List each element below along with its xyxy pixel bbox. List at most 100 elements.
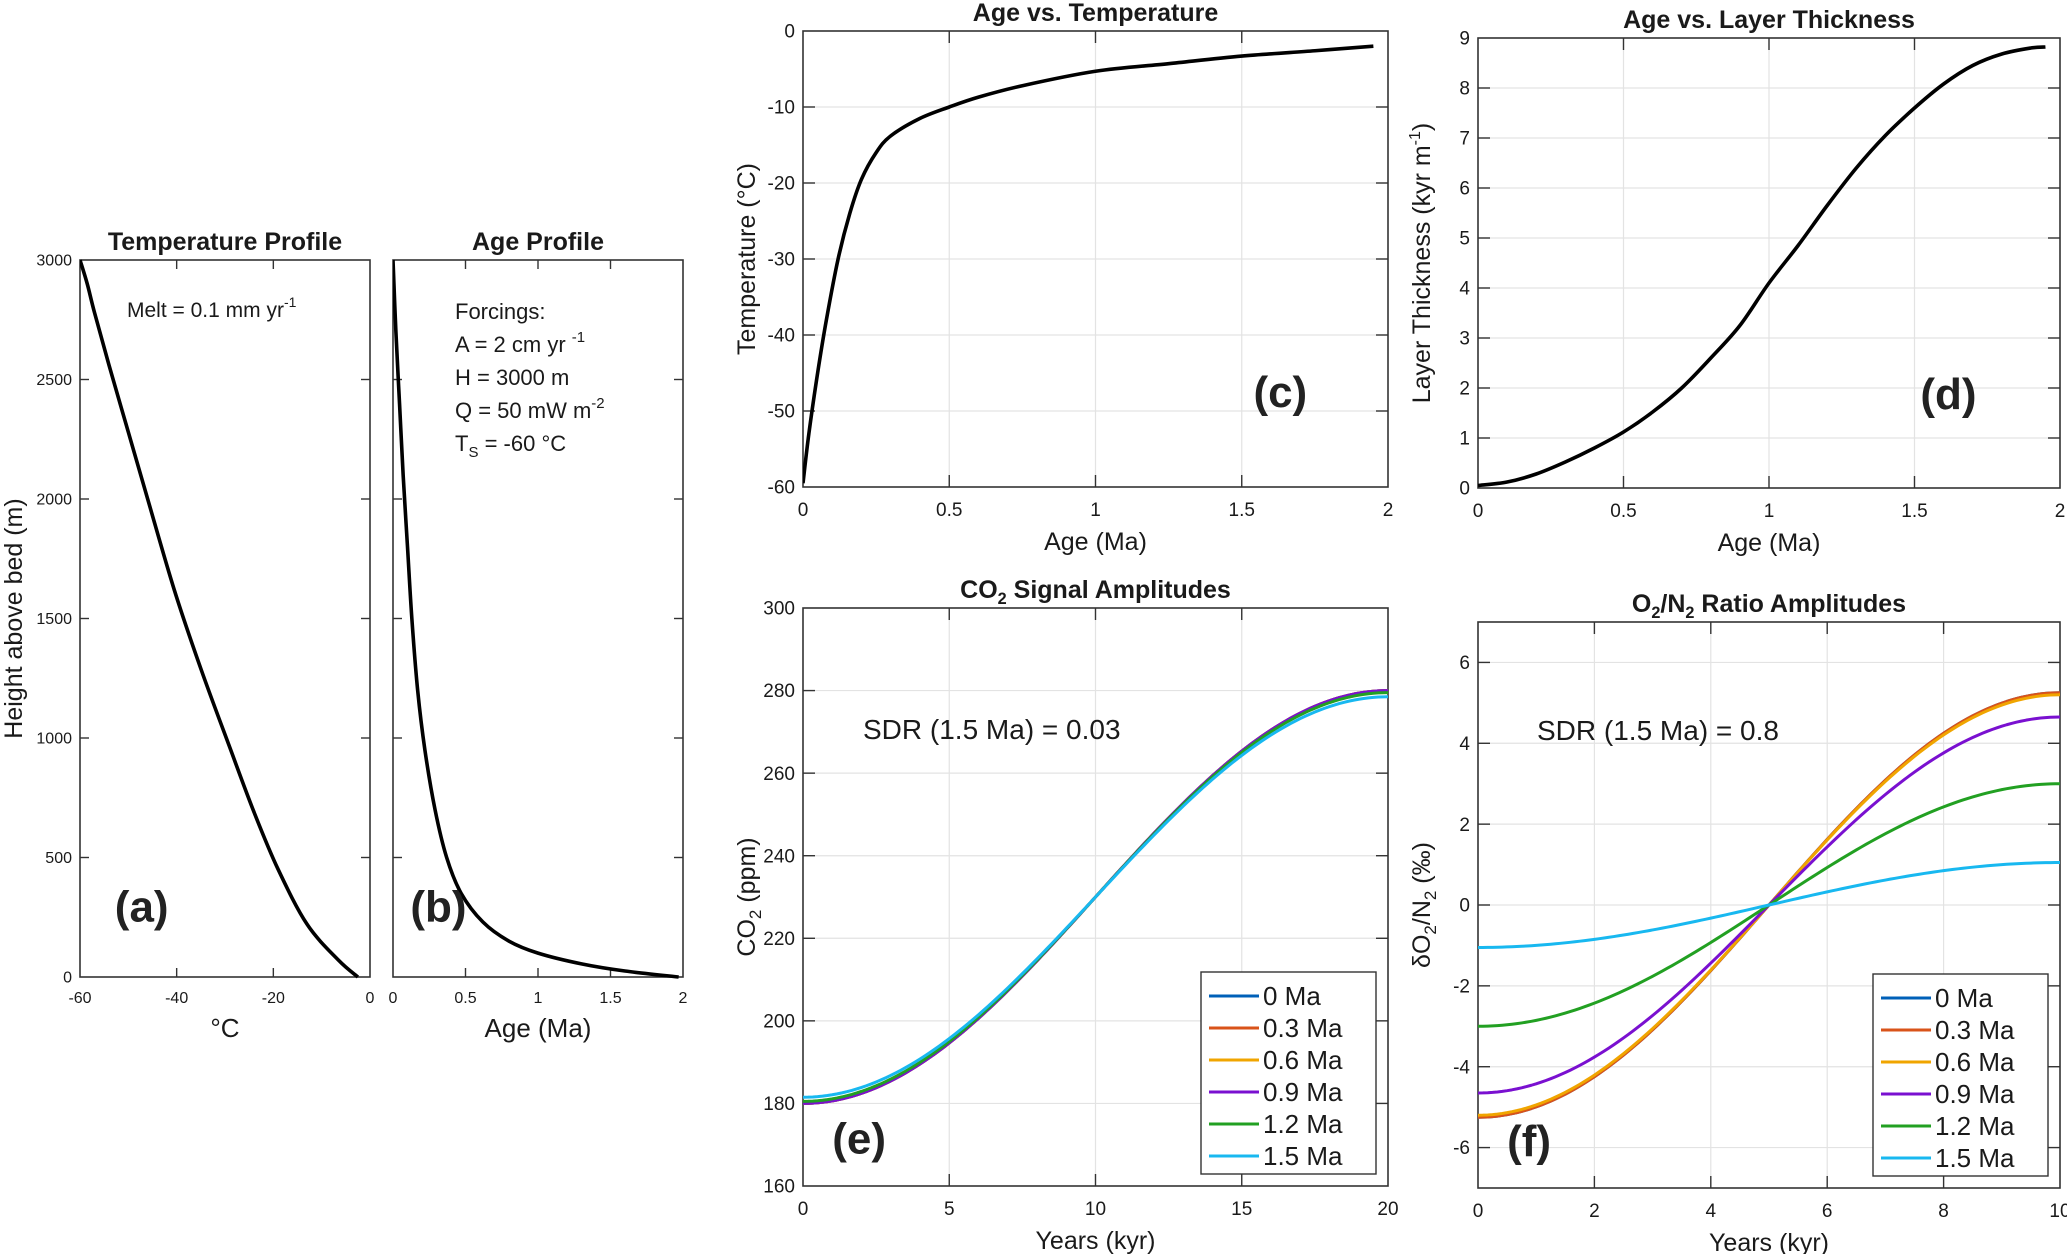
x-tick-label: 5 (944, 1199, 955, 1220)
y-tick-label: 2 (1459, 379, 1470, 400)
y-tick-label: -6 (1453, 1138, 1470, 1159)
legend-label: 0 Ma (1263, 981, 1321, 1011)
y-axis-label: Temperature (°C) (733, 163, 761, 355)
x-tick-label: 2 (679, 990, 688, 1007)
panel-label: (d) (1920, 370, 1976, 419)
series-line-temperature (803, 44, 1374, 484)
y-tick-label: 0 (784, 22, 795, 43)
y-tick-label: -30 (768, 250, 795, 271)
x-tick-label: 10 (2049, 1201, 2067, 1222)
x-tick-label: 4 (1706, 1201, 1717, 1222)
axes-box (79, 259, 371, 978)
legend-box (1200, 971, 1377, 1175)
panel-a: -60 -40 -20 0 0 500 1000 1500 2000 2500 3000 Temper… (0, 228, 375, 1043)
x-tick-label: 2 (1383, 500, 1394, 521)
legend-label: 0.9 Ma (1935, 1079, 2015, 1109)
y-tick-label: 9 (1459, 29, 1470, 50)
x-tick-label: 1 (534, 990, 543, 1007)
y-tick-label: 300 (763, 599, 795, 620)
x-tick-label: 0 (1473, 501, 1484, 522)
y-tick-label: -50 (768, 402, 795, 423)
legend-label: 0 Ma (1935, 983, 1993, 1013)
x-tick-label: 0 (389, 990, 398, 1007)
y-tick-label: 220 (763, 929, 795, 950)
y-tick-label: 5 (1459, 229, 1470, 250)
y-tick-label: 240 (763, 846, 795, 867)
x-tick-label: 15 (1231, 1199, 1252, 1220)
x-tick-label: 0 (1473, 1201, 1484, 1222)
annotation-forcing: H = 3000 m (455, 365, 569, 390)
x-tick-label: 1.5 (1901, 501, 1927, 522)
panel-label: (e) (832, 1114, 886, 1163)
x-tick-label: 1.5 (1229, 500, 1255, 521)
x-tick-label: -20 (262, 990, 285, 1007)
y-tick-label: -10 (768, 98, 795, 119)
x-tick-label: 10 (1085, 1199, 1106, 1220)
legend-label: 0.6 Ma (1935, 1047, 2015, 1077)
panel-f: 0 2 4 6 8 10 -6 -4 -2 0 2 4 6 O2/N2 Ratio Amplitudes Y… (1408, 590, 2067, 1254)
series-line-1-5-ma (803, 695, 1388, 1099)
y-tick-label: -60 (768, 478, 795, 499)
annotation-forcing: Forcings: (455, 299, 545, 324)
chart-title: Age vs. Temperature (973, 0, 1219, 27)
y-tick-label: 260 (763, 764, 795, 785)
panel-label: (b) (410, 883, 466, 932)
x-tick-label: 2 (1589, 1201, 1600, 1222)
x-tick-label: 6 (1822, 1201, 1833, 1222)
chart-title: CO2 Signal Amplitudes (960, 576, 1231, 608)
x-tick-label: 0 (798, 1199, 809, 1220)
x-tick-label: 1.5 (599, 990, 621, 1007)
y-tick-label: 7 (1459, 129, 1470, 150)
y-tick-label: 3000 (36, 253, 72, 270)
x-tick-label: 0 (798, 500, 809, 521)
y-axis-label: CO2 (ppm) (733, 837, 765, 956)
legend-label: 1.2 Ma (1263, 1109, 1343, 1139)
chart-title: O2/N2 Ratio Amplitudes (1632, 590, 1906, 622)
y-tick-label: 8 (1459, 79, 1470, 100)
legend-label: 0.3 Ma (1935, 1015, 2015, 1045)
x-tick-label: 1 (1090, 500, 1101, 521)
panel-label: (f) (1507, 1117, 1551, 1166)
y-tick-label: -2 (1453, 977, 1470, 998)
y-tick-label: -4 (1453, 1057, 1470, 1078)
series-line-1-5-ma (1478, 861, 2060, 949)
y-axis-label: Layer Thickness (kyr m-1) (1407, 123, 1436, 404)
y-tick-label: 4 (1459, 734, 1470, 755)
chart-title: Age vs. Layer Thickness (1623, 6, 1915, 34)
x-tick-label: -60 (68, 990, 91, 1007)
legend: 0 Ma0.3 Ma0.6 Ma0.9 Ma1.2 Ma1.5 Ma (1200, 971, 1377, 1175)
series-line-layer-thickness (1478, 45, 2046, 488)
x-tick-label: 1 (1764, 501, 1775, 522)
y-tick-label: 1500 (36, 611, 72, 628)
x-tick-label: 2 (2055, 501, 2066, 522)
y-tick-label: 500 (45, 850, 72, 867)
y-axis-label: δO2/N2 (‰) (1408, 842, 1440, 968)
annotation-melt: Melt = 0.1 mm yr-1 (127, 294, 297, 322)
x-axis-label: Age (Ma) (1044, 528, 1147, 556)
x-tick-label: 0.5 (454, 990, 476, 1007)
legend: 0 Ma0.3 Ma0.6 Ma0.9 Ma1.2 Ma1.5 Ma (1872, 973, 2049, 1177)
legend-label: 1.5 Ma (1263, 1141, 1343, 1171)
legend-label: 0.6 Ma (1263, 1045, 1343, 1075)
y-tick-label: 200 (763, 1012, 795, 1033)
chart-title: Temperature Profile (108, 228, 342, 256)
x-tick-label: 0.5 (1610, 501, 1636, 522)
y-tick-label: 3 (1459, 329, 1470, 350)
y-tick-label: 280 (763, 681, 795, 702)
y-tick-label: -20 (768, 174, 795, 195)
y-tick-label: 0 (1459, 479, 1470, 500)
y-tick-label: 4 (1459, 279, 1470, 300)
chart-title: Age Profile (472, 228, 604, 256)
annotation-sdr: SDR (1.5 Ma) = 0.8 (1537, 715, 1779, 746)
y-tick-label: 0 (63, 970, 72, 987)
y-tick-label: 2 (1459, 815, 1470, 836)
y-tick-label: 6 (1459, 179, 1470, 200)
annotation-forcing: Q = 50 mW m-2 (455, 395, 605, 423)
panel-e: 0 5 10 15 20 160 180 200 220 240 260 280 300 CO2 Sign… (733, 576, 1399, 1254)
x-tick-label: 20 (1377, 1199, 1398, 1220)
y-tick-label: 1 (1459, 429, 1470, 450)
y-tick-label: 160 (763, 1177, 795, 1198)
panel-b: 0 0.5 1 1.5 2 Age Profile Age (Ma) Forcings: A =… (389, 228, 688, 1043)
x-axis-label: °C (210, 1013, 239, 1043)
